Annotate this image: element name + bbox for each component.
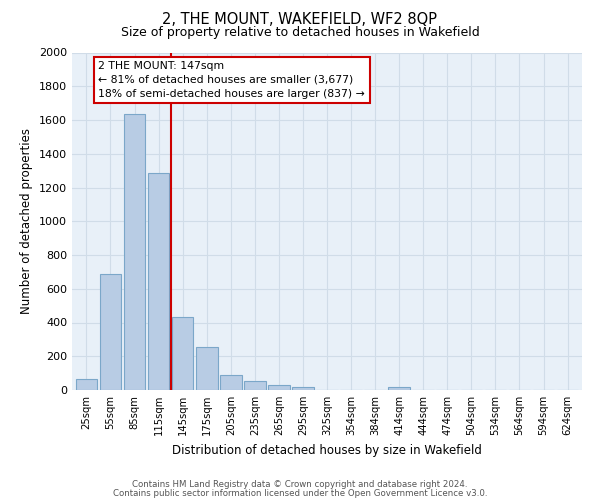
X-axis label: Distribution of detached houses by size in Wakefield: Distribution of detached houses by size … — [172, 444, 482, 456]
Bar — [172, 316, 193, 390]
Bar — [196, 347, 218, 390]
Bar — [148, 173, 169, 390]
Bar — [100, 274, 121, 390]
Bar — [76, 379, 97, 390]
Bar — [220, 375, 242, 390]
Text: 2 THE MOUNT: 147sqm
← 81% of detached houses are smaller (3,677)
18% of semi-det: 2 THE MOUNT: 147sqm ← 81% of detached ho… — [98, 61, 365, 99]
Bar — [124, 114, 145, 390]
Text: Size of property relative to detached houses in Wakefield: Size of property relative to detached ho… — [121, 26, 479, 39]
Bar — [244, 381, 266, 390]
Text: 2, THE MOUNT, WAKEFIELD, WF2 8QP: 2, THE MOUNT, WAKEFIELD, WF2 8QP — [163, 12, 437, 28]
Bar — [292, 386, 314, 390]
Text: Contains HM Land Registry data © Crown copyright and database right 2024.: Contains HM Land Registry data © Crown c… — [132, 480, 468, 489]
Bar — [388, 388, 410, 390]
Y-axis label: Number of detached properties: Number of detached properties — [20, 128, 34, 314]
Text: Contains public sector information licensed under the Open Government Licence v3: Contains public sector information licen… — [113, 489, 487, 498]
Bar — [268, 385, 290, 390]
